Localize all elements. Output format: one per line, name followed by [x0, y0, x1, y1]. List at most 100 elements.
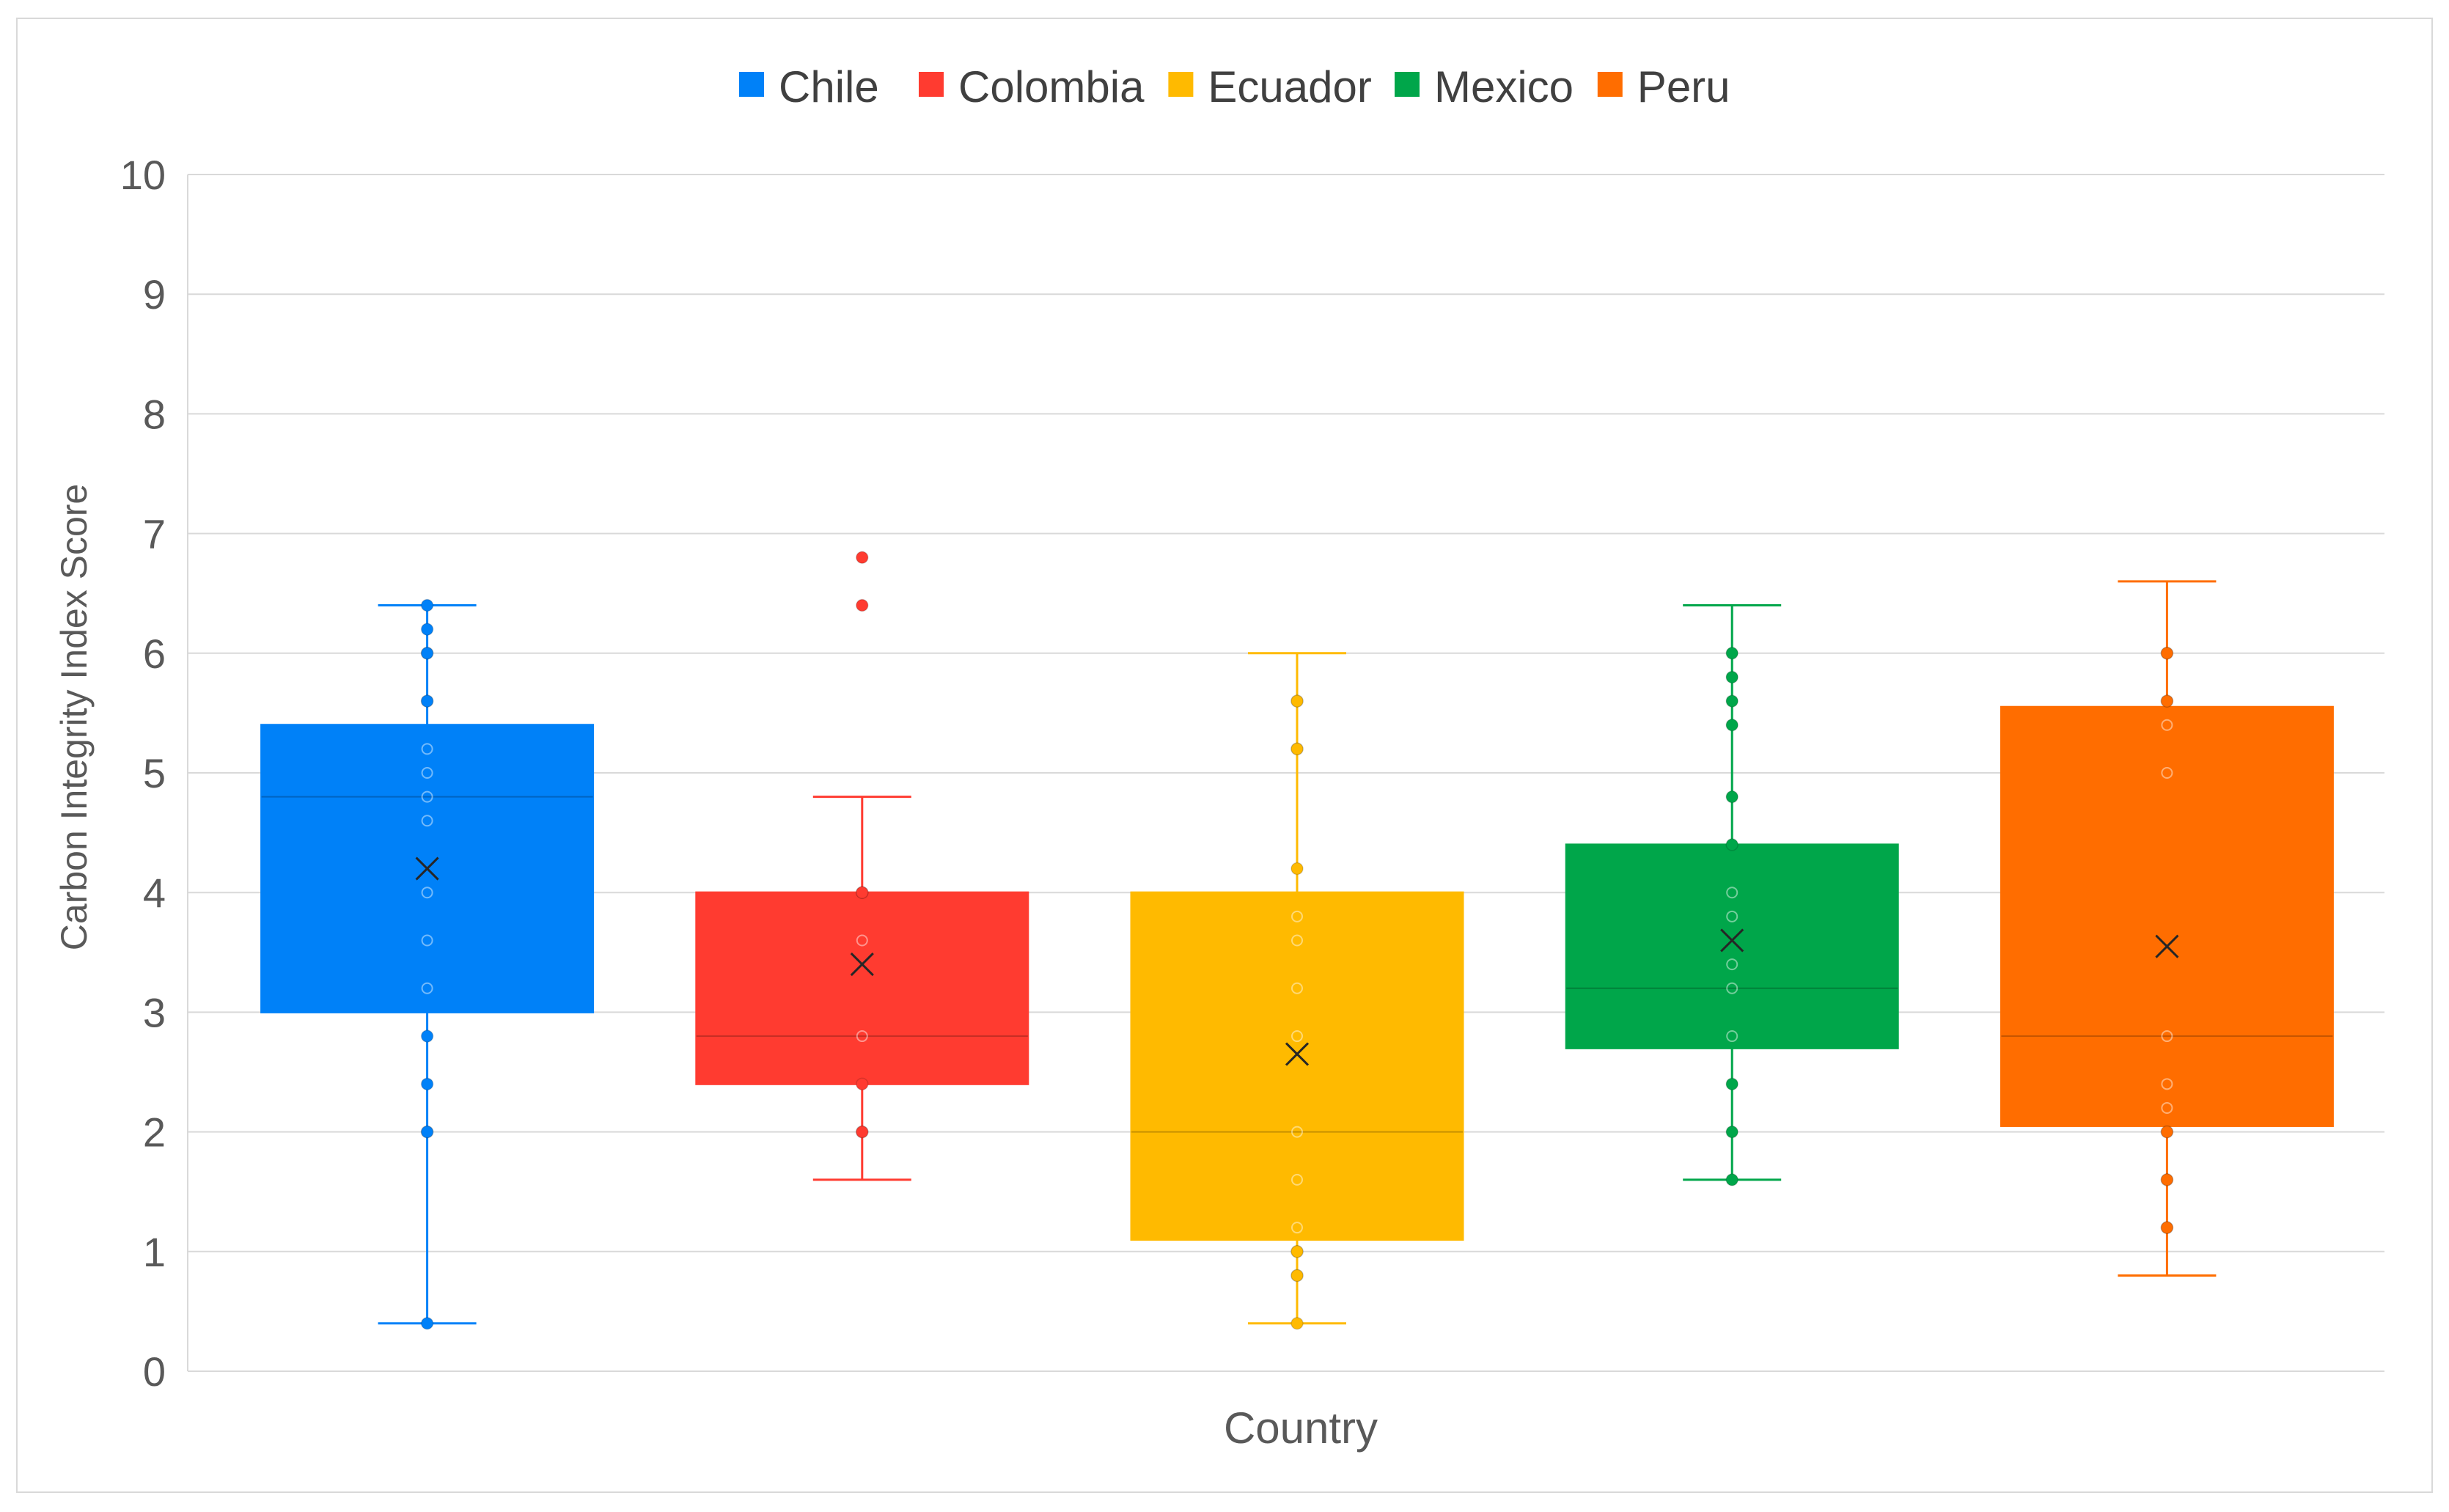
legend-item: Peru	[1597, 62, 1730, 111]
data-point	[420, 647, 434, 660]
data-point	[1290, 742, 1304, 756]
data-point	[1291, 982, 1303, 994]
box-iqr	[695, 891, 1029, 1085]
mean-marker-stroke	[1285, 1042, 1310, 1066]
data-point	[856, 886, 869, 899]
data-point	[2161, 767, 2173, 779]
data-point	[2161, 719, 2173, 731]
mean-marker	[1720, 928, 1744, 953]
data-point	[421, 790, 433, 803]
y-tick-label: 2	[143, 1109, 166, 1156]
y-tick-label: 0	[143, 1348, 166, 1395]
box-peru	[2000, 580, 2334, 1277]
data-point	[2160, 1125, 2174, 1139]
data-point	[2161, 1101, 2173, 1114]
outlier-point	[856, 598, 869, 612]
legend-item: Chile	[739, 62, 879, 111]
box-iqr	[1130, 891, 1464, 1241]
data-point	[856, 1030, 868, 1043]
data-point	[1291, 1222, 1303, 1234]
data-point	[1290, 1269, 1304, 1282]
mean-marker-stroke	[1720, 928, 1744, 953]
data-point	[2160, 647, 2174, 660]
data-point	[1291, 1173, 1303, 1186]
data-point	[2161, 1078, 2173, 1090]
data-point	[421, 767, 433, 779]
mean-marker	[850, 953, 874, 977]
data-point	[1290, 862, 1304, 876]
data-point	[421, 743, 433, 755]
data-point	[1291, 934, 1303, 947]
data-point	[420, 1125, 434, 1139]
data-point	[1291, 1126, 1303, 1138]
legend-item: Ecuador	[1168, 62, 1372, 111]
plot-area	[260, 551, 2334, 1330]
legend-item: Colombia	[919, 62, 1145, 111]
data-point	[1291, 910, 1303, 922]
data-point	[2160, 1221, 2174, 1234]
data-point	[1726, 887, 1738, 899]
box-ecuador	[1130, 652, 1464, 1330]
y-tick-label: 5	[143, 750, 166, 796]
data-point	[1726, 982, 1738, 994]
data-point	[1291, 1030, 1303, 1043]
data-point	[1725, 1125, 1738, 1139]
y-axis-label: Carbon Integrity Index Score	[54, 484, 95, 950]
mean-marker-stroke	[415, 856, 439, 881]
data-point	[1725, 790, 1738, 804]
legend-label: Ecuador	[1208, 62, 1371, 111]
data-point	[1290, 1245, 1304, 1258]
legend-swatch	[739, 72, 764, 97]
data-point	[1726, 958, 1738, 971]
data-point	[1725, 694, 1738, 708]
y-tick-label: 8	[143, 391, 166, 437]
outlier-point	[856, 551, 869, 564]
mean-marker	[415, 856, 439, 881]
data-point	[420, 1316, 434, 1330]
legend-item: Mexico	[1395, 62, 1574, 111]
data-point	[2160, 694, 2174, 708]
data-point	[856, 1125, 869, 1139]
legend-swatch	[1597, 72, 1623, 97]
data-point	[1726, 1030, 1738, 1043]
data-point	[2161, 1030, 2173, 1043]
box-colombia	[695, 551, 1029, 1181]
data-point	[2160, 1173, 2174, 1186]
legend: Chile Colombia Ecuador Mexico Peru	[739, 62, 1730, 111]
y-tick-label: 1	[143, 1229, 166, 1275]
data-point	[1290, 1316, 1304, 1330]
data-point	[1725, 670, 1738, 684]
legend-label: Chile	[779, 62, 879, 111]
mean-marker	[2155, 934, 2179, 958]
data-point	[1725, 1173, 1738, 1186]
data-point	[421, 934, 433, 947]
data-point	[420, 694, 434, 708]
data-point	[420, 598, 434, 612]
data-point	[420, 623, 434, 636]
data-point	[1725, 718, 1738, 732]
data-point	[1726, 910, 1738, 922]
y-axis-ticks: 0 1 2 3 4 5 6 7 8 9 10	[120, 152, 166, 1395]
y-tick-label: 9	[143, 271, 166, 318]
y-tick-label: 3	[143, 989, 166, 1035]
data-point	[420, 1077, 434, 1091]
mean-marker-stroke	[2155, 934, 2179, 958]
legend-label: Peru	[1637, 62, 1730, 111]
data-point	[1725, 647, 1738, 660]
y-tick-label: 4	[143, 870, 166, 916]
legend-label: Colombia	[958, 62, 1145, 111]
legend-swatch	[1168, 72, 1194, 97]
box-plot-chart: Chile Colombia Ecuador Mexico Peru 0 1 2 3 4 5 6 7 8…	[54, 62, 2384, 1453]
data-point	[421, 887, 433, 899]
data-point	[1725, 1077, 1738, 1091]
legend-label: Mexico	[1434, 62, 1574, 111]
box-iqr	[1565, 843, 1899, 1049]
data-point	[1290, 694, 1304, 708]
chart-frame: Chile Colombia Ecuador Mexico Peru 0 1 2 3 4 5 6 7 8…	[16, 18, 2433, 1493]
data-point	[421, 815, 433, 827]
y-tick-label: 7	[143, 511, 166, 557]
y-tick-label: 10	[120, 152, 166, 198]
legend-swatch	[1395, 72, 1420, 97]
data-point	[856, 1077, 869, 1091]
data-point	[856, 934, 868, 947]
